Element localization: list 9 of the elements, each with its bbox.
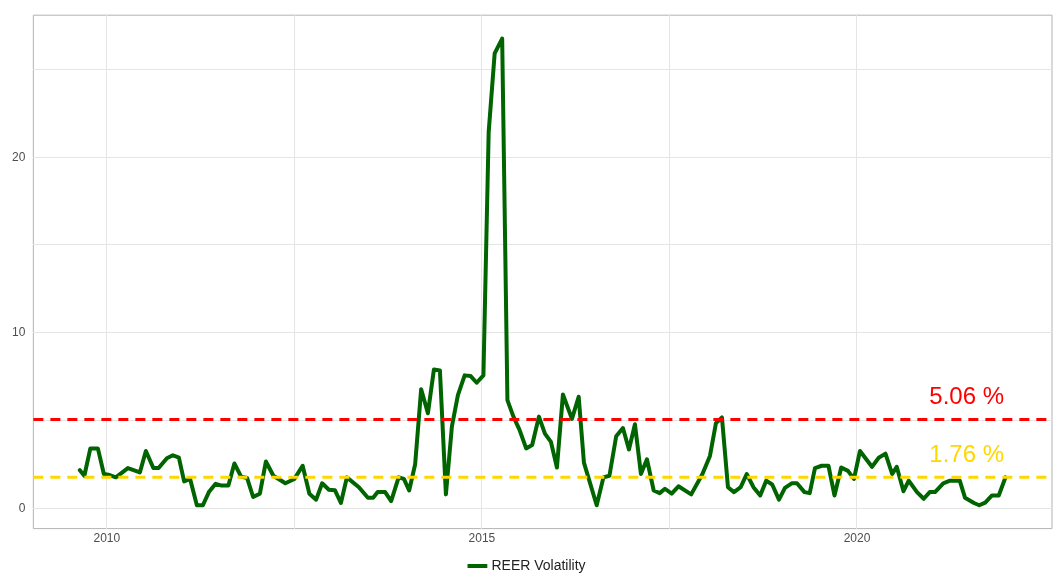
y-tick-label: 20 xyxy=(11,149,26,164)
y-tick-label: 10 xyxy=(11,325,26,340)
x-tick-label: 2010 xyxy=(93,531,121,546)
ref-line-label: 5.06 % xyxy=(929,382,1004,410)
x-tick-label: 2020 xyxy=(843,531,871,546)
x-tick-label: 2015 xyxy=(468,531,496,546)
legend-label: REER Volatility xyxy=(491,556,586,573)
y-tick-label: 0 xyxy=(18,500,26,515)
ref-line-label: 1.76 % xyxy=(929,439,1004,467)
